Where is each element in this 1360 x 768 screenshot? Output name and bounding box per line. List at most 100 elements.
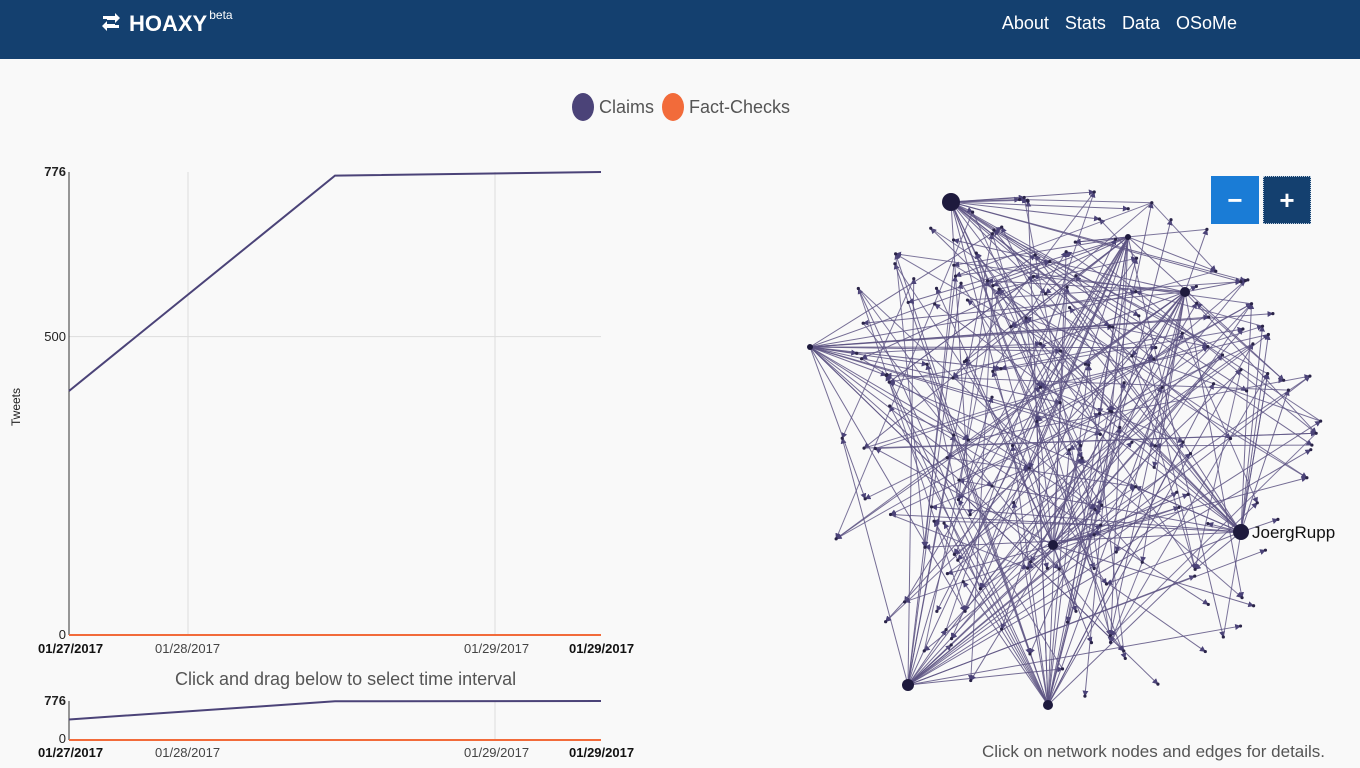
network-edge (840, 437, 909, 686)
network-node (1134, 256, 1139, 260)
network-edge (864, 402, 1061, 500)
network-node (930, 505, 934, 509)
network-edge (862, 322, 1125, 652)
legend-claims[interactable]: Claims (572, 93, 654, 121)
network-node (1060, 667, 1065, 671)
network-node (1243, 279, 1247, 283)
x-tick-0129: 01/29/2017 (464, 641, 530, 656)
network-edge (904, 506, 1180, 604)
network-node (957, 478, 961, 482)
network-node (1083, 362, 1088, 366)
network-node (1038, 342, 1043, 346)
network-node (1029, 560, 1033, 564)
network-node (1188, 452, 1193, 456)
network-edge (907, 491, 1178, 686)
network-node (1214, 269, 1218, 273)
zoom-in-button[interactable]: + (1263, 176, 1311, 224)
network-node (1080, 456, 1084, 460)
brand-link[interactable]: HOAXY beta (99, 8, 233, 38)
network-edge (1240, 333, 1271, 533)
x-tick-start: 01/27/2017 (38, 641, 104, 656)
network-edge (1047, 441, 1184, 706)
network-node (1206, 602, 1210, 607)
network-node (1181, 440, 1185, 444)
network-edge (958, 236, 1129, 501)
network-edge (958, 499, 1063, 670)
network-node (1206, 521, 1210, 526)
legend-factchecks-label: Fact-Checks (689, 96, 791, 117)
legend-factchecks[interactable]: Fact-Checks (662, 93, 790, 121)
network-node (1104, 582, 1109, 586)
factchecks-swatch (662, 93, 685, 121)
network-node (1207, 315, 1211, 319)
network-edge (993, 229, 1268, 375)
nav-stats[interactable]: Stats (1064, 13, 1106, 33)
network-edge (1109, 291, 1186, 412)
chart-legend: Claims Fact-Checks (572, 93, 790, 121)
network-node (893, 262, 897, 266)
network-node (863, 497, 867, 501)
network-edge (1108, 291, 1186, 637)
network-node (894, 252, 898, 256)
network-node (1241, 327, 1245, 331)
zoom-out-button[interactable]: − (1211, 176, 1259, 224)
network-node (959, 281, 963, 285)
network-edge (907, 278, 917, 686)
network-node (990, 232, 994, 236)
network-node (1319, 419, 1323, 423)
diffusion-network[interactable] (730, 125, 1350, 765)
network-edge (886, 374, 1049, 706)
nav-about[interactable]: About (1001, 13, 1049, 33)
network-node (1092, 566, 1096, 571)
network-node (1083, 694, 1087, 698)
network-node (1074, 274, 1078, 278)
claims-swatch (572, 93, 594, 121)
network-node (885, 372, 889, 377)
network-edge (1045, 202, 1153, 295)
network-edge (1011, 501, 1049, 706)
legend-claims-label: Claims (599, 96, 655, 117)
network-edge (907, 504, 1103, 686)
network-node (999, 367, 1003, 371)
network-node (855, 351, 859, 355)
time-brush-chart[interactable] (0, 690, 640, 750)
network-node (1087, 363, 1091, 367)
network-edge (894, 263, 1107, 585)
tweets-line-chart (68, 171, 602, 636)
network-edge (950, 194, 1025, 203)
network-edge (954, 202, 1152, 278)
network-edges (809, 189, 1322, 706)
network-edge (1222, 373, 1270, 638)
network-node (1156, 682, 1160, 686)
network-node (1031, 274, 1036, 278)
network-edge (1047, 502, 1258, 706)
network-edge (950, 201, 1127, 659)
network-edge (889, 405, 1030, 469)
network-node (961, 580, 965, 584)
network-node (969, 678, 973, 683)
brush-y-tick-776: 776 (44, 693, 66, 708)
nav-osome[interactable]: OSoMe (1175, 13, 1237, 33)
claims-series-line (68, 171, 602, 392)
network-node (1203, 649, 1207, 654)
network-edge (947, 334, 1269, 574)
network-node (992, 228, 996, 232)
network-node (934, 286, 939, 290)
network-edge (1112, 326, 1209, 349)
network-node (1108, 640, 1113, 645)
network-node (971, 210, 975, 214)
network-edge (895, 251, 1252, 305)
network-edge (1131, 355, 1197, 570)
network-node (1108, 409, 1112, 413)
node-label-joergrupp[interactable]: JoergRupp (1252, 523, 1336, 542)
nav-data[interactable]: Data (1121, 13, 1160, 33)
network-node (951, 238, 956, 242)
network-node (1286, 388, 1291, 392)
network-node (1169, 218, 1173, 222)
network-edge (888, 381, 1242, 533)
network-node (1123, 656, 1127, 661)
network-edge (809, 346, 1125, 652)
network-edge (907, 441, 1133, 686)
network-edge (1034, 254, 1242, 533)
network-edge (998, 256, 1138, 290)
